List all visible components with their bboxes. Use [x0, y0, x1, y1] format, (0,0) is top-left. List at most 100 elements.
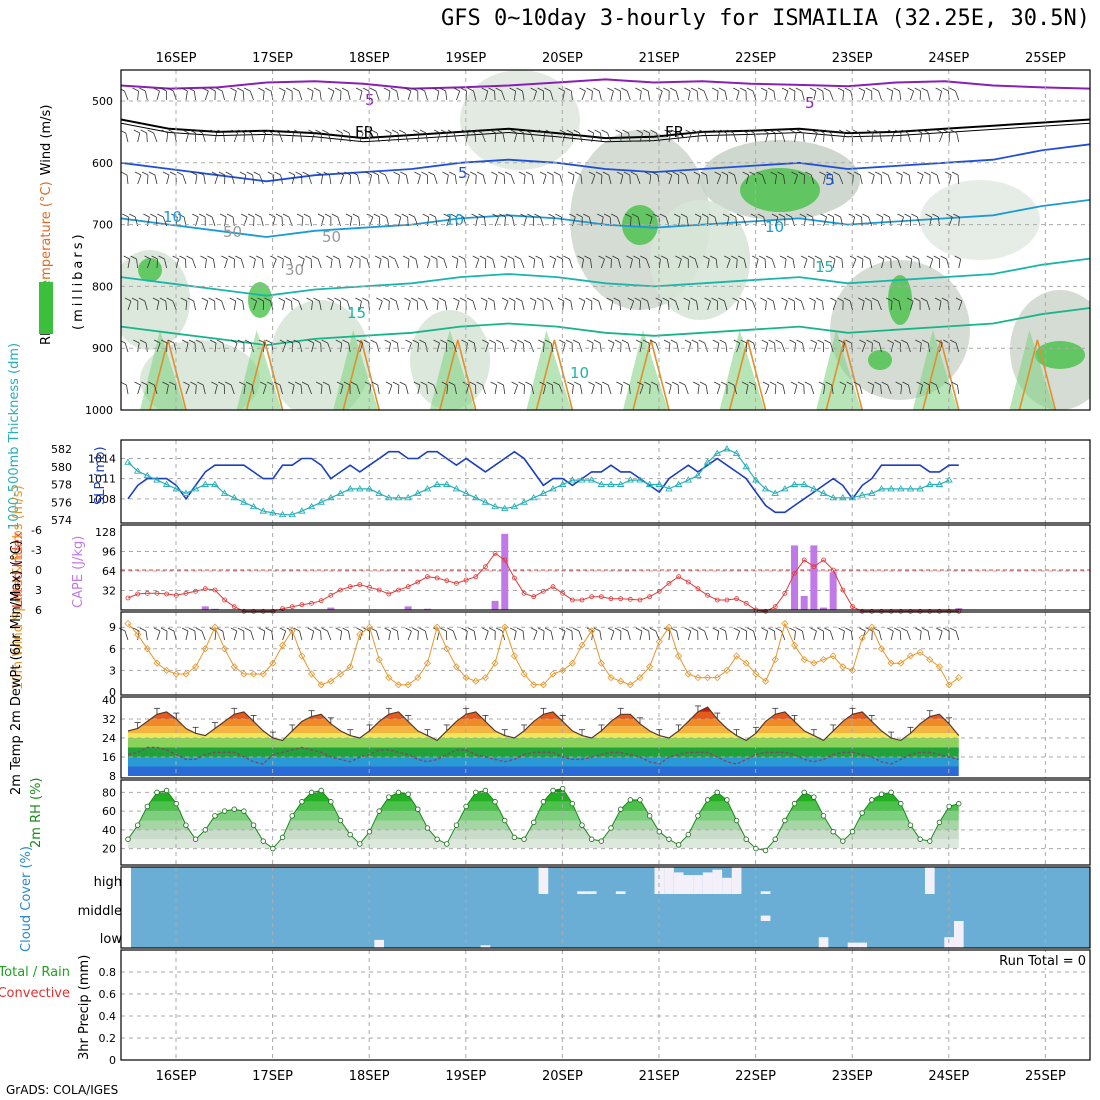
upper-wind-barb [549, 300, 554, 311]
upper-wind-barb [718, 297, 725, 302]
upper-wind-barb [776, 381, 784, 386]
upper-wind-barb [576, 213, 583, 218]
upper-wind-barb [917, 171, 924, 176]
upper-wind-barb [341, 297, 348, 302]
wind-barb [468, 627, 475, 632]
upper-wind-barb [565, 339, 573, 344]
upper-wind-barb [146, 258, 151, 269]
lifted-index-point [405, 584, 411, 590]
upper-wind-barb [718, 87, 726, 92]
upper-wind-barb [127, 300, 132, 311]
upper-wind-barb [796, 129, 804, 134]
upper-wind-barb [881, 258, 885, 269]
upper-wind-barb [340, 132, 343, 143]
upper-wind-barb [873, 339, 880, 344]
upper-wind-barb [174, 132, 177, 143]
lifted-index-point [666, 580, 672, 586]
rh-band [128, 839, 959, 851]
upper-wind-barb [230, 384, 235, 395]
upper-wind-barb [765, 132, 769, 143]
wind-barb [407, 630, 412, 641]
wind-barb [348, 630, 351, 641]
thickness-point [887, 485, 895, 492]
upper-wind-barb [944, 381, 951, 386]
upper-wind-barb [417, 297, 425, 302]
panel-frame [120, 439, 1091, 524]
upper-wind-barb [739, 87, 747, 92]
upper-wind-barb [716, 384, 721, 395]
wind-barb [167, 627, 175, 632]
thickness-point [414, 489, 422, 496]
upper-wind-barb [566, 129, 573, 134]
upper-wind-barb [514, 255, 521, 260]
upper-wind-barb [349, 216, 353, 227]
rh-boundary-layer [1009, 330, 1055, 410]
upper-wind-barb [542, 342, 545, 353]
orange-contour [728, 339, 767, 410]
wind-speed-point [858, 634, 866, 642]
isotherm-line [121, 307, 1090, 347]
upper-wind-barb [908, 384, 911, 395]
rh-point [849, 829, 856, 835]
upper-wind-barb [439, 87, 446, 92]
upper-wind-barb [665, 381, 672, 386]
upper-wind-barb [504, 216, 506, 227]
upper-wind-barb [636, 174, 641, 185]
upper-wind-barb [343, 129, 350, 134]
wind-barb [850, 630, 853, 641]
upper-wind-barb [838, 339, 845, 344]
upper-wind-barb [185, 342, 189, 353]
upper-wind-barb [451, 255, 459, 260]
bottom-date-label: 19SEP [445, 1069, 486, 1084]
upper-wind-barb [887, 384, 892, 395]
temp-tick-label: 8 [109, 770, 116, 783]
cape-tick-label: 32 [102, 585, 116, 598]
upper-wind-barb [813, 90, 817, 101]
upper-wind-barb [919, 384, 924, 395]
upper-wind-barb [420, 381, 427, 386]
upper-wind-barb [423, 255, 431, 260]
upper-wind-barb [205, 213, 213, 218]
upper-wind-barb [559, 129, 566, 134]
upper-wind-barb [349, 258, 354, 269]
wind-barb [132, 627, 140, 632]
lifted-tick-label: -3 [31, 544, 42, 557]
upper-wind-barb [736, 90, 740, 101]
upper-wind-barb [800, 255, 808, 260]
upper-wind-barb [396, 90, 399, 101]
upper-wind-barb [262, 384, 267, 395]
thickness-point [124, 458, 132, 465]
upper-wind-barb [591, 132, 595, 143]
temp-band [128, 719, 959, 727]
upper-wind-barb [450, 213, 457, 218]
wind-speed-point [143, 645, 151, 653]
lifted-index-point [879, 608, 884, 614]
wind-barb [845, 627, 852, 632]
wind-barb [765, 630, 768, 641]
panel-frame [120, 611, 1091, 696]
upper-wind-barb [930, 381, 937, 386]
upper-wind-barb [153, 384, 158, 395]
upper-wind-barb [449, 171, 456, 176]
millibars-label: (millibars) [71, 231, 86, 330]
upper-wind-barb [243, 132, 245, 143]
rh-region [920, 180, 1040, 260]
rh-point [241, 808, 247, 814]
rh-point [917, 836, 923, 842]
upper-wind-barb [208, 297, 215, 302]
upper-wind-barb [407, 300, 411, 311]
thickness-point [684, 476, 693, 483]
upper-wind-barb [595, 171, 603, 176]
upper-wind-barb [845, 339, 852, 344]
upper-wind-barb [849, 300, 853, 311]
wind-barb [648, 630, 651, 641]
upper-wind-barb [651, 171, 658, 176]
rh-point [347, 831, 353, 838]
upper-wind-barb [193, 300, 197, 311]
rh-point [675, 842, 682, 848]
upper-wind-barb [168, 129, 175, 134]
upper-wind-barb [226, 213, 234, 218]
wind-barb [817, 627, 824, 632]
upper-wind-barb [552, 384, 554, 395]
upper-wind-barb [633, 255, 640, 260]
